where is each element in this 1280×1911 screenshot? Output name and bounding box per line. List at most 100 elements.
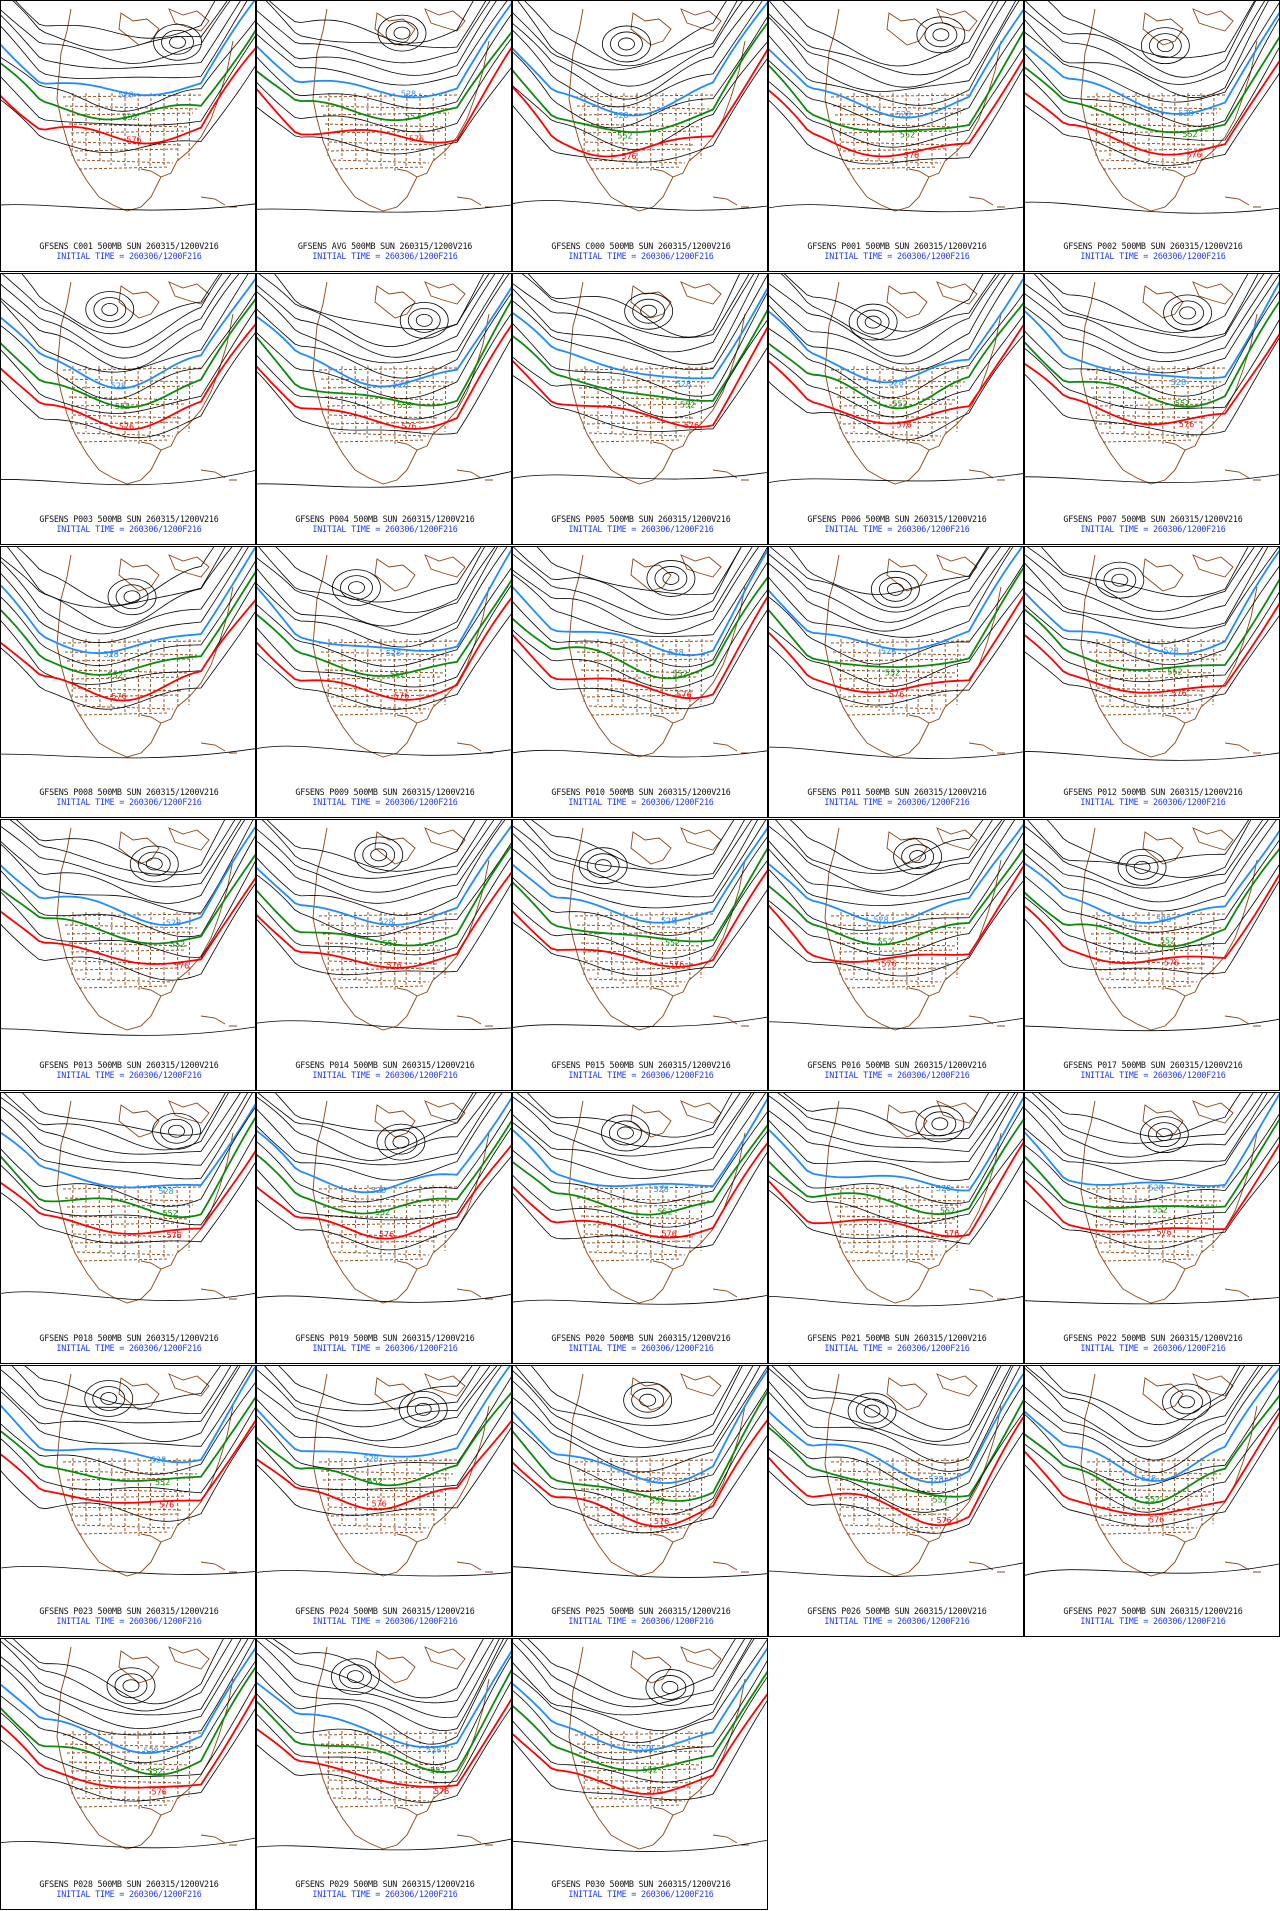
map-outline <box>1080 827 1261 1031</box>
contour-label-552: 552 <box>155 1478 170 1487</box>
panel-caption-initial-time: INITIAL TIME = 260306/1200F216 <box>56 1070 202 1080</box>
contour-label-528: 528 <box>936 1184 951 1193</box>
panel-caption-initial-time: INITIAL TIME = 260306/1200F216 <box>1080 1070 1226 1080</box>
panel-caption-initial-time: INITIAL TIME = 260306/1200F216 <box>824 1070 970 1080</box>
contour-label-576: 576 <box>896 421 911 430</box>
contour-label-528: 528 <box>118 90 133 99</box>
ensemble-panel-p021: 528 552 576 GFSENS P021 500MB SUN 260315/12… <box>768 1092 1024 1364</box>
contour-label-552: 552 <box>367 1477 382 1486</box>
map-outline <box>56 1100 237 1304</box>
height-contours <box>1 1093 255 1301</box>
contour-label-576: 576 <box>944 1229 959 1238</box>
panel-caption-initial-time: INITIAL TIME = 260306/1200F216 <box>56 524 202 534</box>
panel-map: 528 552 576 <box>1 1639 255 1850</box>
contour-label-528: 528 <box>158 1187 173 1196</box>
panel-map: 528 552 576 <box>1 1366 255 1577</box>
panel-map: 528 552 576 <box>1025 820 1279 1032</box>
panel-map: 528 552 576 <box>1 547 255 759</box>
height-contours <box>513 274 767 480</box>
panel-caption-valid-time: GFSENS P018 500MB SUN 260315/1200V216 <box>39 1333 219 1343</box>
panel-map: 528 552 576 <box>513 1093 767 1305</box>
panel-map: 528 552 576 <box>257 1366 511 1577</box>
ensemble-panel-p018: 528 552 576 GFSENS P018 500MB SUN 260315/12… <box>0 1092 256 1364</box>
contour-label-528: 528 <box>1163 646 1178 655</box>
ensemble-panel-p014: 528 552 576 GFSENS P014 500MB SUN 260315/12… <box>256 819 512 1091</box>
ensemble-panel-p013: 528 552 576 GFSENS P013 500MB SUN 260315/12… <box>0 819 256 1091</box>
height-contours <box>1025 1093 1279 1305</box>
contour-label-528: 528 <box>378 917 393 926</box>
panel-caption-valid-time: GFSENS C000 500MB SUN 260315/1200V216 <box>551 241 731 251</box>
contour-label-528: 528 <box>1141 1474 1156 1483</box>
contour-label-576: 576 <box>1179 420 1194 429</box>
ensemble-panel-p002: 528 552 576 GFSENS P002 500MB SUN 260315/12… <box>1024 0 1280 272</box>
panel-caption-valid-time: GFSENS P010 500MB SUN 260315/1200V216 <box>551 787 731 797</box>
panel-caption-valid-time: GFSENS P015 500MB SUN 260315/1200V216 <box>551 1060 731 1070</box>
contour-label-528: 528 <box>676 380 691 389</box>
contour-label-576: 576 <box>889 690 904 699</box>
height-contours <box>513 1093 767 1305</box>
contour-label-576: 576 <box>1186 150 1201 159</box>
contour-label-552: 552 <box>1160 937 1175 946</box>
contour-label-576: 576 <box>401 422 416 431</box>
ensemble-panel-p016: 528 552 576 GFSENS P016 500MB SUN 260315/12… <box>768 819 1024 1091</box>
contour-label-576: 576 <box>647 1786 662 1795</box>
panel-map: 528 552 576 <box>769 1 1023 213</box>
panel-caption-initial-time: INITIAL TIME = 260306/1200F216 <box>312 1343 458 1353</box>
panel-caption-initial-time: INITIAL TIME = 260306/1200F216 <box>312 1070 458 1080</box>
contour-label-552: 552 <box>170 940 185 949</box>
ensemble-panel-p030: 528 552 576 GFSENS P030 500MB SUN 260315/12… <box>512 1638 768 1910</box>
panel-caption-initial-time: INITIAL TIME = 260306/1200F216 <box>824 797 970 807</box>
panel-caption-valid-time: GFSENS P016 500MB SUN 260315/1200V216 <box>807 1060 987 1070</box>
contour-label-552: 552 <box>900 131 915 140</box>
panel-caption-initial-time: INITIAL TIME = 260306/1200F216 <box>1080 797 1226 807</box>
contour-label-552: 552 <box>122 113 137 122</box>
contour-label-576: 576 <box>174 961 189 970</box>
height-contours <box>1 547 255 759</box>
height-contours <box>1 1366 255 1575</box>
panel-caption-valid-time: GFSENS P029 500MB SUN 260315/1200V216 <box>295 1879 475 1889</box>
contour-label-576: 576 <box>621 152 636 161</box>
height-contours <box>257 1366 511 1577</box>
contour-label-576: 576 <box>386 961 401 970</box>
panel-caption-valid-time: GFSENS P024 500MB SUN 260315/1200V216 <box>295 1606 475 1616</box>
ensemble-panel-p010: 528 552 576 GFSENS P010 500MB SUN 260315/12… <box>512 546 768 818</box>
map-outline <box>312 1646 493 1850</box>
height-contours <box>1 820 255 1036</box>
panel-caption-valid-time: GFSENS P028 500MB SUN 260315/1200V216 <box>39 1879 219 1889</box>
height-contours <box>257 820 511 1030</box>
panel-map: 528 552 576 <box>257 820 511 1031</box>
contour-label-528: 528 <box>613 111 628 120</box>
height-contours <box>257 1639 511 1851</box>
panel-caption-initial-time: INITIAL TIME = 260306/1200F216 <box>312 524 458 534</box>
contour-label-528: 528 <box>896 110 911 119</box>
ensemble-panel-p007: 528 552 576 GFSENS P007 500MB SUN 260315/12… <box>1024 273 1280 545</box>
contour-label-576: 576 <box>669 960 684 969</box>
panel-caption-initial-time: INITIAL TIME = 260306/1200F216 <box>824 1616 970 1626</box>
ensemble-panel-p022: 528 552 576 GFSENS P022 500MB SUN 260315/12… <box>1024 1092 1280 1364</box>
panel-map: 528 552 576 <box>769 274 1023 485</box>
panel-map: 528 552 576 <box>769 820 1023 1031</box>
panel-caption-initial-time: INITIAL TIME = 260306/1200F216 <box>56 251 202 261</box>
contour-label-576: 576 <box>126 135 141 144</box>
panel-caption-valid-time: GFSENS P004 500MB SUN 260315/1200V216 <box>295 514 475 524</box>
panel-caption-initial-time: INITIAL TIME = 260306/1200F216 <box>56 1343 202 1353</box>
contour-label-552: 552 <box>650 1496 665 1505</box>
contour-label-528: 528 <box>386 649 401 658</box>
contour-label-528: 528 <box>371 1186 386 1195</box>
panel-map: 528 552 576 <box>257 274 511 488</box>
panel-caption-valid-time: GFSENS P011 500MB SUN 260315/1200V216 <box>807 787 987 797</box>
contour-label-552: 552 <box>107 671 122 680</box>
map-outline <box>1080 1100 1261 1304</box>
map-outline <box>1080 554 1261 758</box>
contour-label-552: 552 <box>892 400 907 409</box>
map-outline <box>824 1373 1005 1577</box>
height-contours <box>513 1366 767 1578</box>
map-outline <box>56 1373 237 1577</box>
contour-label-552: 552 <box>430 1766 445 1775</box>
contour-label-552: 552 <box>1182 130 1197 139</box>
contour-label-576: 576 <box>394 691 409 700</box>
panel-caption-initial-time: INITIAL TIME = 260306/1200F216 <box>56 1889 202 1899</box>
map-outline <box>312 554 493 758</box>
panel-map: 528 552 576 <box>257 547 511 758</box>
contour-label-576: 576 <box>409 135 424 144</box>
